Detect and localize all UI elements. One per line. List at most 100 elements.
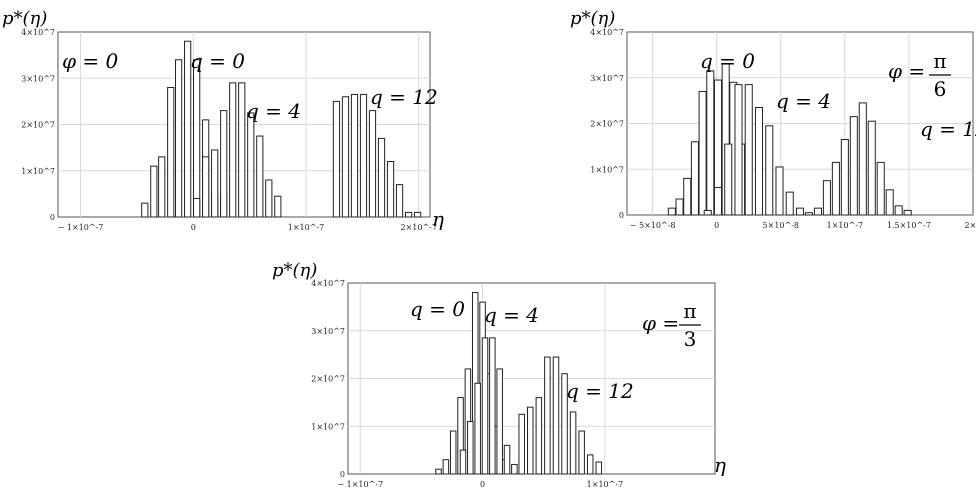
histogram-bar <box>265 179 273 218</box>
histogram-bar <box>481 337 489 475</box>
histogram-bar <box>377 137 386 218</box>
q0-annotation: q = 0 <box>410 297 465 321</box>
histogram-bar <box>867 120 876 216</box>
histogram-bar <box>414 211 422 218</box>
histogram-bar <box>459 449 467 475</box>
y-tick-label: 4×10^7 <box>311 279 345 288</box>
histogram-bar <box>256 135 264 218</box>
histogram-bar <box>804 212 813 216</box>
histogram-bar <box>184 40 192 218</box>
phi-annotation: φ = 0 <box>62 49 118 73</box>
y-tick-label: 4×10^7 <box>590 28 624 37</box>
histogram-bar <box>578 430 585 475</box>
histogram-bar <box>359 93 368 218</box>
histogram-bar <box>754 106 764 216</box>
histogram-bar <box>775 166 784 216</box>
phi-fraction-numerator: π <box>933 49 946 73</box>
panel-phi-0: − 1×10^-7 0 1×10^-7 2×10^-7 01×10^72×10^73×… <box>2 8 444 232</box>
histogram-bar <box>724 143 733 216</box>
histogram-bar <box>404 211 413 218</box>
histogram-bar <box>813 207 822 216</box>
x-tick-label: 0 <box>191 223 196 232</box>
histogram-bar <box>175 59 183 218</box>
q12-annotation: q = 12 <box>370 85 438 109</box>
histogram-bar <box>247 112 255 218</box>
histogram-bar <box>876 161 885 216</box>
x-tick-label: − 1×10^-7 <box>58 223 104 232</box>
histogram-bar <box>675 198 684 216</box>
histogram-bar <box>503 444 511 475</box>
x-tick-label: 1.5×10^-7 <box>887 221 931 230</box>
histogram-bar <box>150 165 158 218</box>
phi-annotation: φ = <box>888 59 925 83</box>
y-tick-label: 2×10^7 <box>21 121 55 130</box>
panel-phi-pi3: − 1×10^-7 0 1×10^-7 01×10^72×10^73×10^74×1… <box>272 260 726 489</box>
histogram-bar <box>193 198 201 218</box>
phi-annotation: φ = <box>642 311 679 335</box>
histogram-bar <box>785 191 794 216</box>
histogram-bar <box>831 161 840 216</box>
histogram-bar <box>518 413 525 475</box>
histogram-bar <box>274 195 282 218</box>
q12-annotation: q = 12 <box>920 117 976 141</box>
y-axis-label: p*(η) <box>272 260 317 281</box>
y-tick-label: 3×10^7 <box>590 74 624 83</box>
y-tick-label: 1×10^7 <box>590 165 624 174</box>
histogram-bar <box>535 397 543 475</box>
histogram-bar <box>561 373 568 475</box>
histogram-bar <box>332 100 341 218</box>
histogram-bar <box>667 207 676 216</box>
histogram-bar <box>683 177 692 216</box>
histogram-bar <box>744 84 753 216</box>
histogram-bar <box>395 184 404 218</box>
x-axis-label: η <box>432 207 444 231</box>
histogram-bar <box>527 406 534 475</box>
histogram-bar <box>885 189 894 216</box>
y-tick-label: 3×10^7 <box>21 74 55 83</box>
x-tick-label: 1×10^-7 <box>827 221 863 230</box>
histogram-bar <box>849 116 858 216</box>
y-tick-label: 0 <box>619 211 624 220</box>
histogram-bar <box>442 459 450 475</box>
histogram-bar <box>211 149 219 218</box>
q0-annotation: q = 0 <box>700 49 755 73</box>
histogram-bar <box>713 187 723 216</box>
x-tick-label: − 5×10^-8 <box>630 221 676 230</box>
histogram-bar <box>840 139 849 216</box>
histogram-bar <box>350 93 359 218</box>
phi-fraction-numerator: π <box>683 299 696 323</box>
histogram-bar <box>229 82 237 218</box>
y-tick-label: 2×10^7 <box>590 120 624 129</box>
histogram-bar <box>569 411 577 475</box>
histogram-bar <box>474 382 481 475</box>
x-tick-label: 0 <box>714 221 719 230</box>
y-tick-label: 0 <box>50 213 55 222</box>
histogram-bar <box>158 156 166 218</box>
histogram-bar <box>238 82 246 218</box>
histogram-bar <box>386 161 395 218</box>
histogram-bar <box>765 125 774 216</box>
histogram-bar <box>435 468 442 475</box>
histogram-bar <box>449 430 457 475</box>
q12-annotation: q = 12 <box>566 379 634 403</box>
histogram-bar <box>698 90 707 216</box>
x-axis-label: η <box>714 453 726 477</box>
histogram-bar <box>489 337 496 475</box>
q0-annotation: q = 0 <box>190 49 245 73</box>
y-tick-label: 1×10^7 <box>311 422 345 431</box>
histogram-bar <box>193 59 201 218</box>
y-axis-label: p*(η) <box>570 8 615 29</box>
histogram-bar <box>552 356 560 475</box>
y-tick-label: 3×10^7 <box>311 327 345 336</box>
histogram-bar <box>341 96 350 218</box>
x-tick-label: 1×10^-7 <box>288 223 324 232</box>
q4-annotation: q = 4 <box>484 303 539 327</box>
histogram-bar <box>706 70 715 216</box>
histogram-bar <box>544 356 551 475</box>
y-axis-label: p*(η) <box>2 8 47 29</box>
histogram-bar <box>511 463 518 475</box>
histogram-bar <box>141 202 149 218</box>
y-tick-label: 4×10^7 <box>21 28 55 37</box>
histogram-bar <box>202 156 210 218</box>
